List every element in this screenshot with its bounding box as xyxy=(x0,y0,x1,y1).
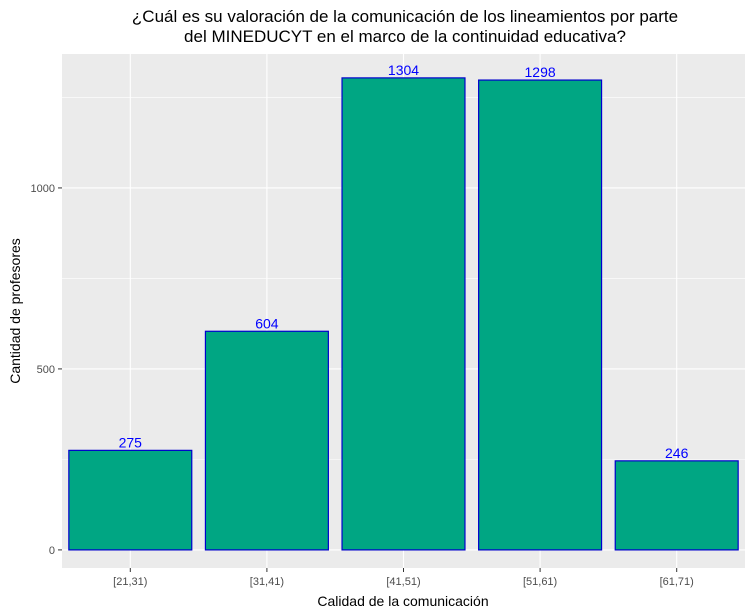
y-tick-label: 1000 xyxy=(31,183,55,195)
x-axis-title: Calidad de la comunicación xyxy=(317,593,488,609)
bar-value-label: 275 xyxy=(119,434,143,450)
y-axis: 0 500 1000 xyxy=(31,183,62,557)
bar-value-label: 1304 xyxy=(388,62,419,78)
bar xyxy=(478,79,603,551)
bar-value-label: 604 xyxy=(255,315,279,331)
x-tick-label: [41,51) xyxy=(386,576,420,588)
data-labels: 275 604 1304 1298 246 xyxy=(119,62,689,461)
y-axis-title: Cantidad de profesores xyxy=(7,238,23,384)
x-tick-label: [21,31) xyxy=(113,576,147,588)
bar-value-label: 1298 xyxy=(525,64,556,80)
chart-title-line-1: ¿Cuál es su valoración de la comunicació… xyxy=(132,7,678,26)
bar xyxy=(204,330,329,551)
bars xyxy=(68,77,739,551)
bar-value-label: 246 xyxy=(665,445,689,461)
chart-title-line-2: del MINEDUCYT en el marco de la continui… xyxy=(184,27,626,46)
bar xyxy=(614,460,739,551)
x-axis: [21,31) [31,41) [41,51) [51,61) [61,71) xyxy=(113,568,694,588)
bar xyxy=(341,77,466,551)
x-tick-label: [61,71) xyxy=(660,576,694,588)
y-tick-label: 0 xyxy=(49,545,55,557)
y-tick-label: 500 xyxy=(37,364,55,376)
bar xyxy=(68,449,193,551)
x-tick-label: [31,41) xyxy=(250,576,284,588)
x-tick-label: [51,61) xyxy=(523,576,557,588)
